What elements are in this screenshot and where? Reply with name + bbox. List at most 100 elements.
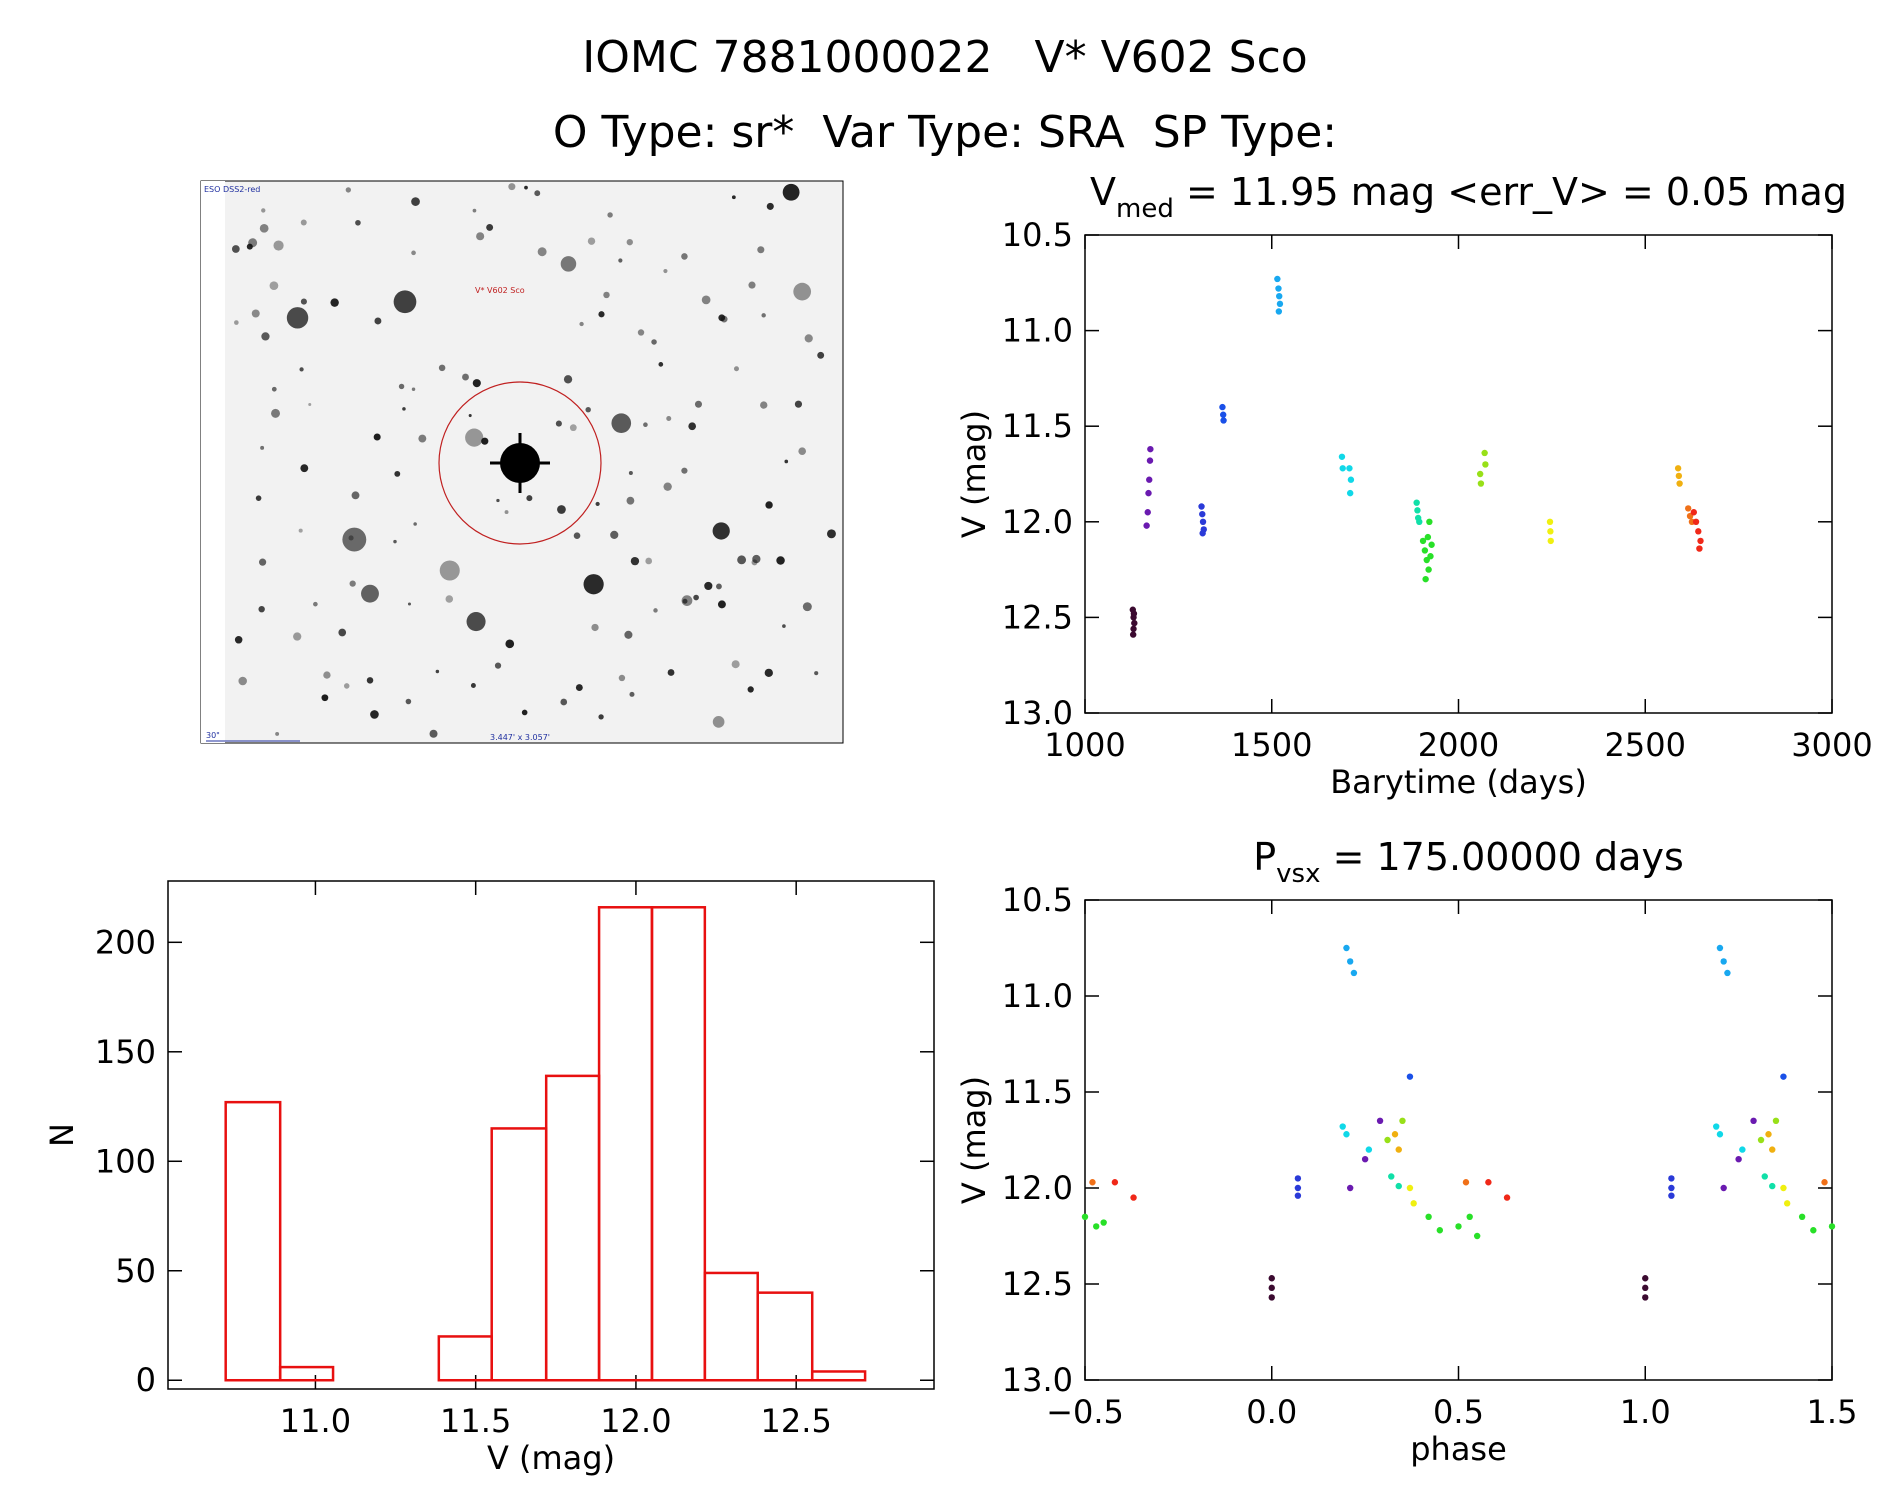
data-point [1642,1275,1649,1282]
y-tick-label: 11.0 [1002,312,1073,350]
data-point [1093,1223,1100,1230]
hist-bar [437,1335,493,1382]
star [798,447,807,455]
title-rest: = 11.95 mag <err_V> = 0.05 mag [1174,170,1847,214]
data-point [1346,958,1354,965]
data-point [1810,1227,1817,1234]
star [747,686,754,693]
star [814,671,819,676]
star [300,464,309,473]
plot-frame [1084,899,1833,1381]
plot-title: Vmed = 11.95 mag <err_V> = 0.05 mag [1090,170,1847,224]
star [476,232,485,241]
star [610,530,619,539]
star [587,237,596,245]
star [259,223,269,233]
star [718,314,726,322]
data-point [1481,449,1488,457]
star [760,401,768,409]
data-point [1428,541,1435,548]
star [439,560,460,581]
star [731,660,740,669]
x-tick-label: 1.5 [1807,1393,1858,1431]
data-point [1275,285,1282,292]
star [761,313,766,318]
data-point [1676,480,1683,487]
star [345,187,351,193]
title-rest: = 175.00000 days [1320,835,1683,879]
data-point [1427,553,1434,560]
star [429,729,438,738]
data-point [1146,457,1154,464]
title-sub: vsx [1276,859,1320,889]
data-point [1130,1194,1137,1201]
star [751,559,758,566]
data-point [1413,499,1420,506]
hist-bar [490,1127,548,1382]
data-point [1473,1232,1481,1240]
star [238,676,247,686]
star [321,694,329,702]
star [694,400,702,408]
data-point [1268,1275,1275,1282]
data-point [1668,1175,1675,1182]
star [712,522,730,540]
star [261,208,266,213]
hist-bar [278,1365,335,1382]
star [611,413,632,433]
data-point [1410,1200,1417,1207]
size-label: 3.447' x 3.057' [490,733,550,742]
star [271,386,277,392]
data-point [1735,1156,1742,1163]
data-point [1219,411,1227,418]
star [260,445,265,450]
data-point [1769,1182,1776,1190]
data-point [1690,509,1698,516]
hist-bar [703,1271,759,1382]
data-point [1720,1184,1727,1192]
data-point [1365,1146,1373,1153]
scale-label: 30" [206,731,220,740]
data-point [1477,480,1485,487]
y-tick-label: 10.5 [1002,216,1073,254]
data-point [1145,489,1152,497]
star [470,683,476,688]
star [349,580,356,587]
star [802,602,812,612]
data-point [1294,1192,1302,1199]
data-point [1697,537,1704,545]
star [712,716,725,728]
star [667,669,675,676]
data-point [1675,472,1683,480]
star [624,630,633,639]
data-point [1276,292,1283,300]
hist-bar [756,1291,814,1382]
finder-image: ESO DSS2-red V* V602 Sco 30" 3.447' x 3.… [200,180,844,744]
data-point [1406,1184,1414,1192]
star [411,250,416,256]
star [323,671,331,679]
x-tick-label: 2000 [1418,726,1499,764]
data-point [1828,1223,1836,1230]
star [537,247,547,257]
x-tick-label: 0.0 [1246,1393,1297,1431]
star [569,424,577,432]
data-point [1466,1213,1473,1221]
data-point [1757,1136,1765,1144]
plot-frame [1084,234,1833,714]
star [764,668,773,678]
y-tick-label: 13.0 [1002,1361,1073,1399]
star [701,295,711,305]
star [351,491,360,500]
star [573,532,581,540]
data-point [1421,547,1429,554]
data-point [1268,1294,1275,1301]
data-point [1425,566,1432,573]
star [370,710,379,719]
star [658,362,664,367]
data-point [1294,1184,1302,1192]
image-margin [201,181,225,743]
data-point [1339,465,1346,472]
data-point [1346,489,1354,497]
star [716,583,722,590]
